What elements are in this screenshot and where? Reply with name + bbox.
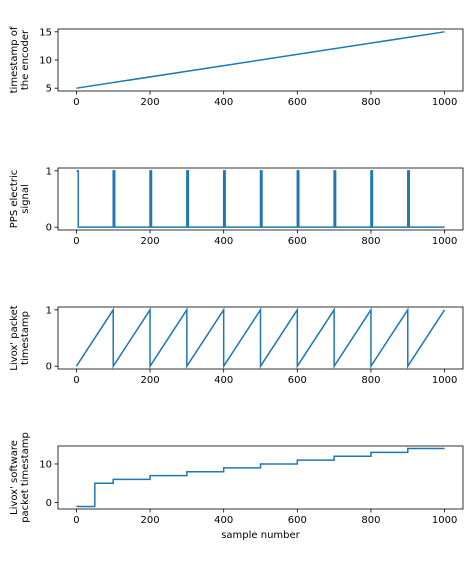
x-tick-label: 0 xyxy=(73,515,79,526)
x-tick-label: 0 xyxy=(73,97,79,108)
subplot-4: 0 200 400 600 800 1000 0 10 Livox' softwarepacke… xyxy=(9,432,464,541)
x-tick-label: 800 xyxy=(361,97,380,108)
axes-frame xyxy=(57,167,464,231)
x-tick-label: 1000 xyxy=(432,236,457,247)
x-tick-label: 200 xyxy=(140,236,159,247)
series-line xyxy=(76,170,445,228)
subplot-1: 0 200 400 600 800 1000 5 10 15 timestamp ofthe en… xyxy=(9,26,464,108)
subplot-2: 0 200 400 600 800 1000 0 1 PPS electricsignal xyxy=(9,166,464,247)
x-tick-label: 1000 xyxy=(432,97,457,108)
subplot-3: 0 200 400 600 800 1000 0 1 Livox' packettimestam… xyxy=(9,305,464,386)
y-tick-label: 1 xyxy=(46,166,52,177)
x-tick-label: 400 xyxy=(214,375,233,386)
x-tick-label: 200 xyxy=(140,515,159,526)
x-tick-label: 200 xyxy=(140,97,159,108)
y-axis-label: PPS electricsignal xyxy=(9,170,31,228)
x-tick-label: 0 xyxy=(73,236,79,247)
x-tick-label: 600 xyxy=(288,236,307,247)
x-tick-label: 800 xyxy=(361,236,380,247)
x-axis-label: sample number xyxy=(221,530,300,541)
x-tick-label: 400 xyxy=(214,515,233,526)
axes-frame xyxy=(57,306,464,370)
y-tick-label: 5 xyxy=(46,84,52,95)
y-tick-label: 10 xyxy=(39,459,52,470)
y-tick-label: 1 xyxy=(46,305,52,316)
y-tick-label: 10 xyxy=(39,56,52,67)
x-tick-label: 600 xyxy=(288,515,307,526)
x-tick-label: 0 xyxy=(73,375,79,386)
y-tick-label: 0 xyxy=(46,223,52,234)
x-tick-label: 1000 xyxy=(432,375,457,386)
y-tick-label: 0 xyxy=(46,362,52,373)
x-tick-label: 400 xyxy=(214,97,233,108)
y-axis-label: Livox' softwarepacket timestamp xyxy=(9,432,31,523)
x-tick-label: 400 xyxy=(214,236,233,247)
x-tick-label: 600 xyxy=(288,375,307,386)
x-tick-label: 800 xyxy=(361,515,380,526)
axes-frame xyxy=(57,445,464,510)
y-axis-label: timestamp ofthe encoder xyxy=(9,26,31,93)
x-tick-label: 800 xyxy=(361,375,380,386)
series-line xyxy=(76,31,445,89)
y-tick-label: 0 xyxy=(46,498,52,509)
series-line xyxy=(75,307,446,369)
x-tick-label: 1000 xyxy=(432,515,457,526)
y-axis-label: Livox' packettimestamp xyxy=(9,305,31,370)
y-tick-label: 15 xyxy=(39,27,52,38)
series-line xyxy=(76,447,445,508)
x-tick-label: 600 xyxy=(288,97,307,108)
x-tick-label: 200 xyxy=(140,375,159,386)
